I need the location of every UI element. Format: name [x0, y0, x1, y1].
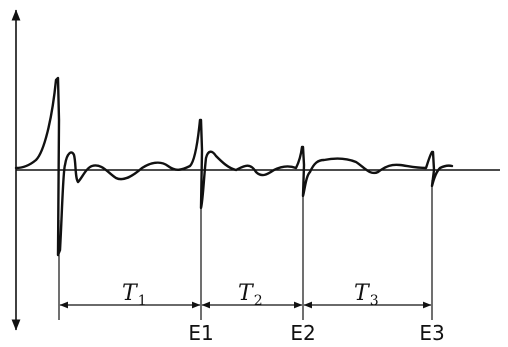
interval-label-1: T1	[122, 281, 147, 309]
interval-symbol-3: T	[354, 281, 371, 306]
event-label-e1: E1	[188, 321, 213, 345]
signal-waveform	[14, 76, 454, 257]
event-label-e2: E2	[290, 321, 315, 345]
interval-label-2: T2	[238, 281, 263, 309]
interval-subscript-3: 3	[370, 293, 379, 309]
interval-label-3: T3	[354, 281, 379, 309]
interval-symbol-2: T	[238, 281, 255, 306]
interval-subscript-1: 1	[138, 293, 147, 309]
interval-symbol-1: T	[122, 281, 139, 306]
interval-subscript-2: 2	[254, 293, 263, 309]
event-label-e3: E3	[419, 321, 444, 345]
